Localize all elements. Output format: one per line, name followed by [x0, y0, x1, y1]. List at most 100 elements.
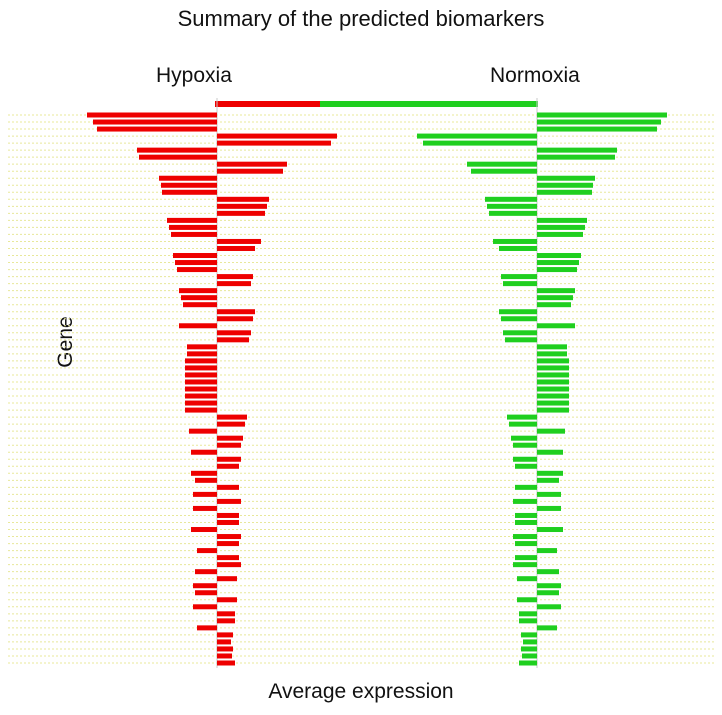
bar-hypoxia	[193, 583, 217, 589]
bar-hypoxia	[97, 126, 217, 132]
bar-normoxia	[471, 168, 537, 174]
bar-hypoxia	[177, 267, 217, 273]
bar-normoxia	[537, 253, 581, 259]
bar-normoxia	[507, 414, 537, 420]
bar-hypoxia	[185, 386, 217, 392]
bar-normoxia	[537, 491, 561, 497]
bar-hypoxia	[217, 618, 235, 624]
bar-normoxia	[513, 498, 537, 504]
bar-hypoxia	[217, 414, 247, 420]
bar-normoxia	[537, 505, 561, 511]
bar-hypoxia	[185, 358, 217, 364]
bar-hypoxia	[185, 407, 217, 413]
bar-normoxia	[537, 477, 559, 483]
bar-normoxia	[515, 555, 537, 561]
bar-hypoxia	[193, 604, 217, 610]
bar-hypoxia	[217, 534, 241, 540]
bar-normoxia	[501, 274, 537, 280]
bar-normoxia	[537, 351, 567, 357]
bar-normoxia	[423, 140, 537, 146]
bar-hypoxia	[191, 470, 217, 476]
bar-normoxia	[537, 590, 559, 596]
bar-normoxia	[513, 442, 537, 448]
bar-normoxia	[515, 484, 537, 490]
bar-normoxia	[467, 161, 537, 167]
bar-hypoxia	[217, 639, 231, 645]
bar-normoxia	[515, 541, 537, 547]
bar-normoxia	[537, 428, 565, 434]
bar-normoxia	[537, 323, 575, 329]
bar-hypoxia	[183, 302, 217, 308]
bar-hypoxia	[139, 154, 217, 160]
bar-hypoxia	[195, 569, 217, 575]
bar-hypoxia	[217, 133, 337, 139]
bar-normoxia	[509, 421, 537, 427]
bar-normoxia	[537, 400, 569, 406]
bar-normoxia	[537, 260, 579, 266]
bar-hypoxia	[217, 238, 261, 244]
bar-hypoxia	[171, 231, 217, 237]
header-strip-hypoxia	[215, 101, 320, 107]
bar-hypoxia	[217, 456, 241, 462]
bar-normoxia	[537, 625, 557, 631]
bar-normoxia	[513, 534, 537, 540]
bar-hypoxia	[185, 400, 217, 406]
panel-label-hypoxia: Hypoxia	[156, 64, 232, 87]
bar-normoxia	[537, 119, 661, 125]
bar-normoxia	[537, 147, 617, 153]
gridlines	[8, 114, 714, 664]
bar-normoxia	[519, 611, 537, 617]
bar-hypoxia	[217, 196, 269, 202]
bar-hypoxia	[191, 449, 217, 455]
bar-normoxia	[417, 133, 537, 139]
bar-hypoxia	[217, 203, 267, 209]
bar-normoxia	[499, 309, 537, 315]
bar-normoxia	[537, 175, 595, 181]
bar-hypoxia	[217, 161, 287, 167]
bar-normoxia	[513, 456, 537, 462]
bar-hypoxia	[187, 351, 217, 357]
bar-normoxia	[537, 217, 587, 223]
bar-normoxia	[537, 449, 563, 455]
bar-normoxia	[513, 562, 537, 568]
bar-hypoxia	[193, 491, 217, 497]
bar-normoxia	[515, 463, 537, 469]
bar-hypoxia	[217, 309, 255, 315]
bar-hypoxia	[189, 428, 217, 434]
bar-normoxia	[523, 639, 537, 645]
bar-normoxia	[537, 386, 569, 392]
bar-hypoxia	[217, 281, 251, 287]
bar-normoxia	[521, 632, 537, 638]
bar-normoxia	[522, 653, 537, 659]
bar-normoxia	[537, 344, 567, 350]
bar-hypoxia	[159, 175, 217, 181]
bar-hypoxia	[195, 590, 217, 596]
bar-normoxia	[487, 203, 537, 209]
bar-hypoxia	[87, 112, 217, 118]
bar-normoxia	[537, 583, 561, 589]
bar-hypoxia	[175, 260, 217, 266]
bar-normoxia	[537, 407, 569, 413]
bar-hypoxia	[185, 372, 217, 378]
bar-normoxia	[515, 519, 537, 525]
bar-hypoxia	[217, 316, 253, 322]
bar-hypoxia	[93, 119, 217, 125]
bar-hypoxia	[169, 224, 217, 230]
bar-hypoxia	[179, 288, 217, 294]
bar-hypoxia	[162, 189, 217, 195]
bar-hypoxia	[217, 646, 233, 652]
x-axis-label: Average expression	[268, 680, 454, 703]
bar-normoxia	[537, 358, 569, 364]
bar-normoxia	[537, 372, 569, 378]
bar-normoxia	[537, 393, 569, 399]
bar-normoxia	[537, 182, 593, 188]
bar-hypoxia	[161, 182, 217, 188]
bar-normoxia	[519, 618, 537, 624]
bar-hypoxia	[217, 555, 239, 561]
bar-hypoxia	[185, 393, 217, 399]
bar-normoxia	[537, 569, 559, 575]
bar-hypoxia	[217, 519, 239, 525]
bar-hypoxia	[217, 653, 232, 659]
bar-hypoxia	[217, 442, 241, 448]
